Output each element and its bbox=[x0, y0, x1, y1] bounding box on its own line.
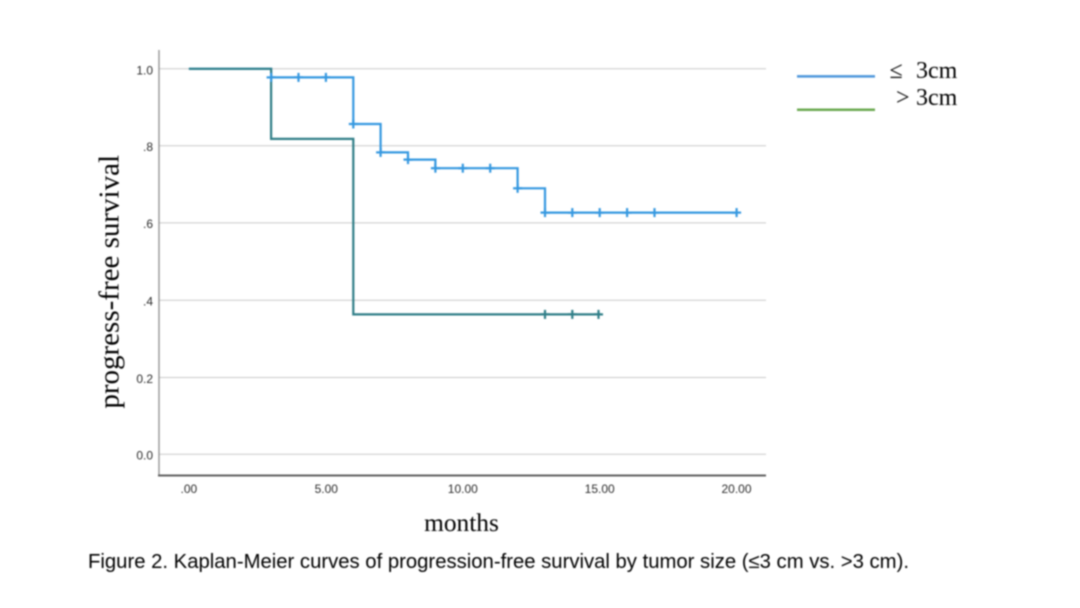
svg-text:.8: .8 bbox=[143, 140, 153, 154]
svg-text:0.2: 0.2 bbox=[136, 372, 153, 386]
svg-text:5.00: 5.00 bbox=[315, 482, 339, 496]
svg-text:0.0: 0.0 bbox=[136, 449, 153, 463]
svg-text:>: > bbox=[896, 85, 910, 111]
svg-text:15.00: 15.00 bbox=[585, 482, 615, 496]
svg-text:10.00: 10.00 bbox=[448, 482, 478, 496]
svg-text:months: months bbox=[424, 509, 499, 537]
svg-text:3cm: 3cm bbox=[916, 58, 958, 84]
svg-text:.00: .00 bbox=[181, 482, 198, 496]
svg-text:3cm: 3cm bbox=[916, 85, 958, 111]
svg-text:1.0: 1.0 bbox=[136, 63, 153, 77]
svg-text:.4: .4 bbox=[143, 295, 153, 309]
svg-text:.6: .6 bbox=[143, 217, 153, 231]
svg-text:Figure 2. Kaplan-Meier curves: Figure 2. Kaplan-Meier curves of progres… bbox=[88, 551, 909, 573]
svg-text:progress-free survival: progress-free survival bbox=[94, 155, 126, 409]
svg-text:≤: ≤ bbox=[890, 58, 903, 84]
svg-text:20.00: 20.00 bbox=[721, 482, 751, 496]
